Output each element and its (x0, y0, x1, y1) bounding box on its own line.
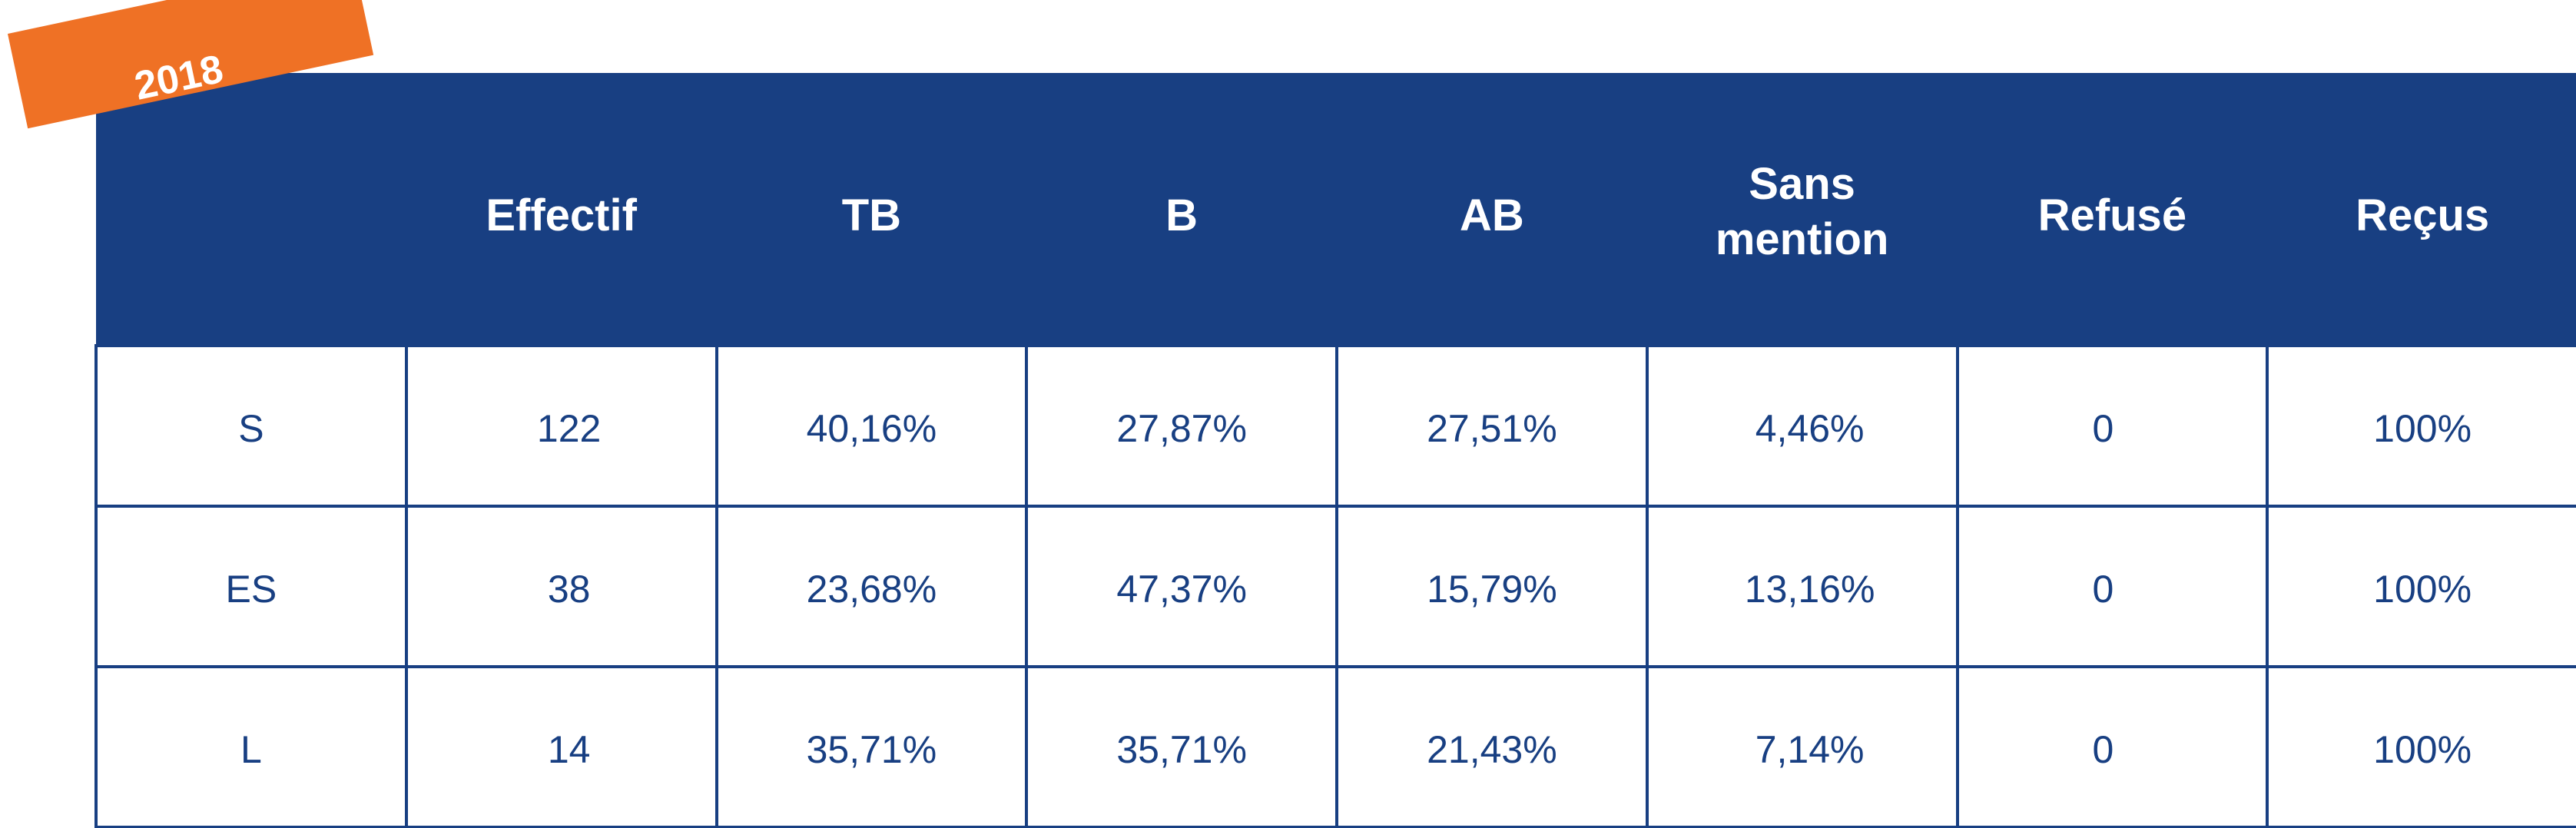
cell-tb: 35,71% (714, 665, 1029, 828)
cell-section: ES (94, 505, 408, 668)
cell-ab: 15,79% (1335, 505, 1649, 668)
header-sans-mention-line1: Sans (1749, 158, 1855, 209)
cell-tb: 40,16% (714, 344, 1029, 508)
header-recus: Reçus (2267, 73, 2576, 346)
cell-section: L (94, 665, 408, 828)
cell-b: 35,71% (1025, 665, 1338, 828)
cell-refuse: 0 (1955, 665, 2269, 828)
header-effectif: Effectif (406, 73, 717, 346)
table-row: S 122 40,16% 27,87% 27,51% 4,46% 0 100% (94, 344, 2576, 508)
cell-effectif: 122 (404, 344, 718, 508)
table-header-row: Effectif TB B AB Sans mention Refusé Reç… (96, 73, 2576, 346)
cell-sans-mention: 13,16% (1645, 505, 1959, 668)
header-sans-mention: Sans mention (1646, 73, 1958, 346)
cell-recus: 100% (2266, 505, 2576, 668)
header-ab: AB (1337, 73, 1647, 346)
header-section (96, 73, 406, 346)
cell-b: 27,87% (1025, 344, 1338, 508)
cell-recus: 100% (2266, 665, 2576, 828)
header-b: B (1026, 73, 1337, 346)
cell-ab: 27,51% (1335, 344, 1649, 508)
cell-b: 47,37% (1025, 505, 1338, 668)
header-sans-mention-line2: mention (1715, 214, 1889, 264)
cell-recus: 100% (2266, 344, 2576, 508)
cell-section: S (94, 344, 408, 508)
table-row: ES 38 23,68% 47,37% 15,79% 13,16% 0 100% (94, 505, 2576, 668)
cell-ab: 21,43% (1335, 665, 1649, 828)
cell-tb: 23,68% (714, 505, 1029, 668)
cell-refuse: 0 (1955, 344, 2269, 508)
table-row: L 14 35,71% 35,71% 21,43% 7,14% 0 100% (94, 665, 2576, 828)
cell-refuse: 0 (1955, 505, 2269, 668)
results-table: Effectif TB B AB Sans mention Refusé Reç… (94, 73, 2576, 828)
cell-sans-mention: 7,14% (1645, 665, 1959, 828)
header-tb: TB (716, 73, 1027, 346)
header-refuse: Refusé (1957, 73, 2268, 346)
cell-effectif: 38 (404, 505, 718, 668)
cell-sans-mention: 4,46% (1645, 344, 1959, 508)
cell-effectif: 14 (404, 665, 718, 828)
